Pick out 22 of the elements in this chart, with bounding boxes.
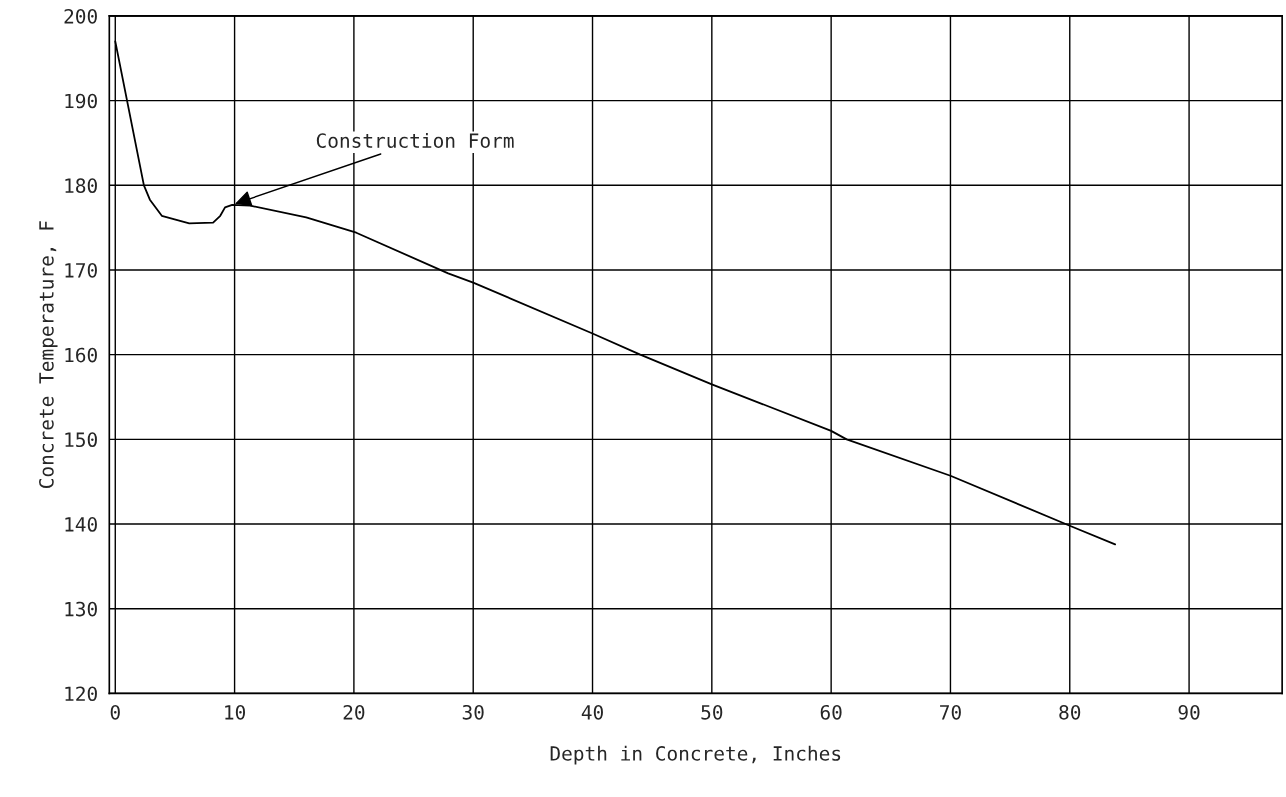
x-tick-label: 0 xyxy=(110,704,120,720)
y-tick-label: 200 xyxy=(64,8,97,24)
y-axis-title: Concrete Temperature, F xyxy=(39,221,58,488)
x-tick-label: 80 xyxy=(1059,704,1081,720)
y-tick-label: 190 xyxy=(65,93,97,109)
x-tick-label: 20 xyxy=(343,704,365,720)
x-axis-title: Depth in Concrete, Inches xyxy=(550,745,841,765)
y-tick-label: 120 xyxy=(65,686,97,702)
y-tick-label: 130 xyxy=(65,601,97,617)
x-tick-label: 70 xyxy=(940,704,961,720)
x-tick-label: 60 xyxy=(820,704,842,720)
x-tick-label: 30 xyxy=(462,704,484,720)
x-tick-label: 50 xyxy=(701,704,723,720)
annotation: Construction Form xyxy=(316,132,514,148)
y-tick-label: 140 xyxy=(65,517,97,532)
x-tick-label: 40 xyxy=(581,704,603,720)
y-tick-label: 150 xyxy=(65,432,97,448)
y-tick-label: 170 xyxy=(65,262,97,278)
y-tick-label: 180 xyxy=(65,178,97,194)
x-tick-label: 10 xyxy=(225,704,246,720)
x-tick-label: 90 xyxy=(1178,704,1200,720)
y-tick-label: 160 xyxy=(65,347,97,363)
